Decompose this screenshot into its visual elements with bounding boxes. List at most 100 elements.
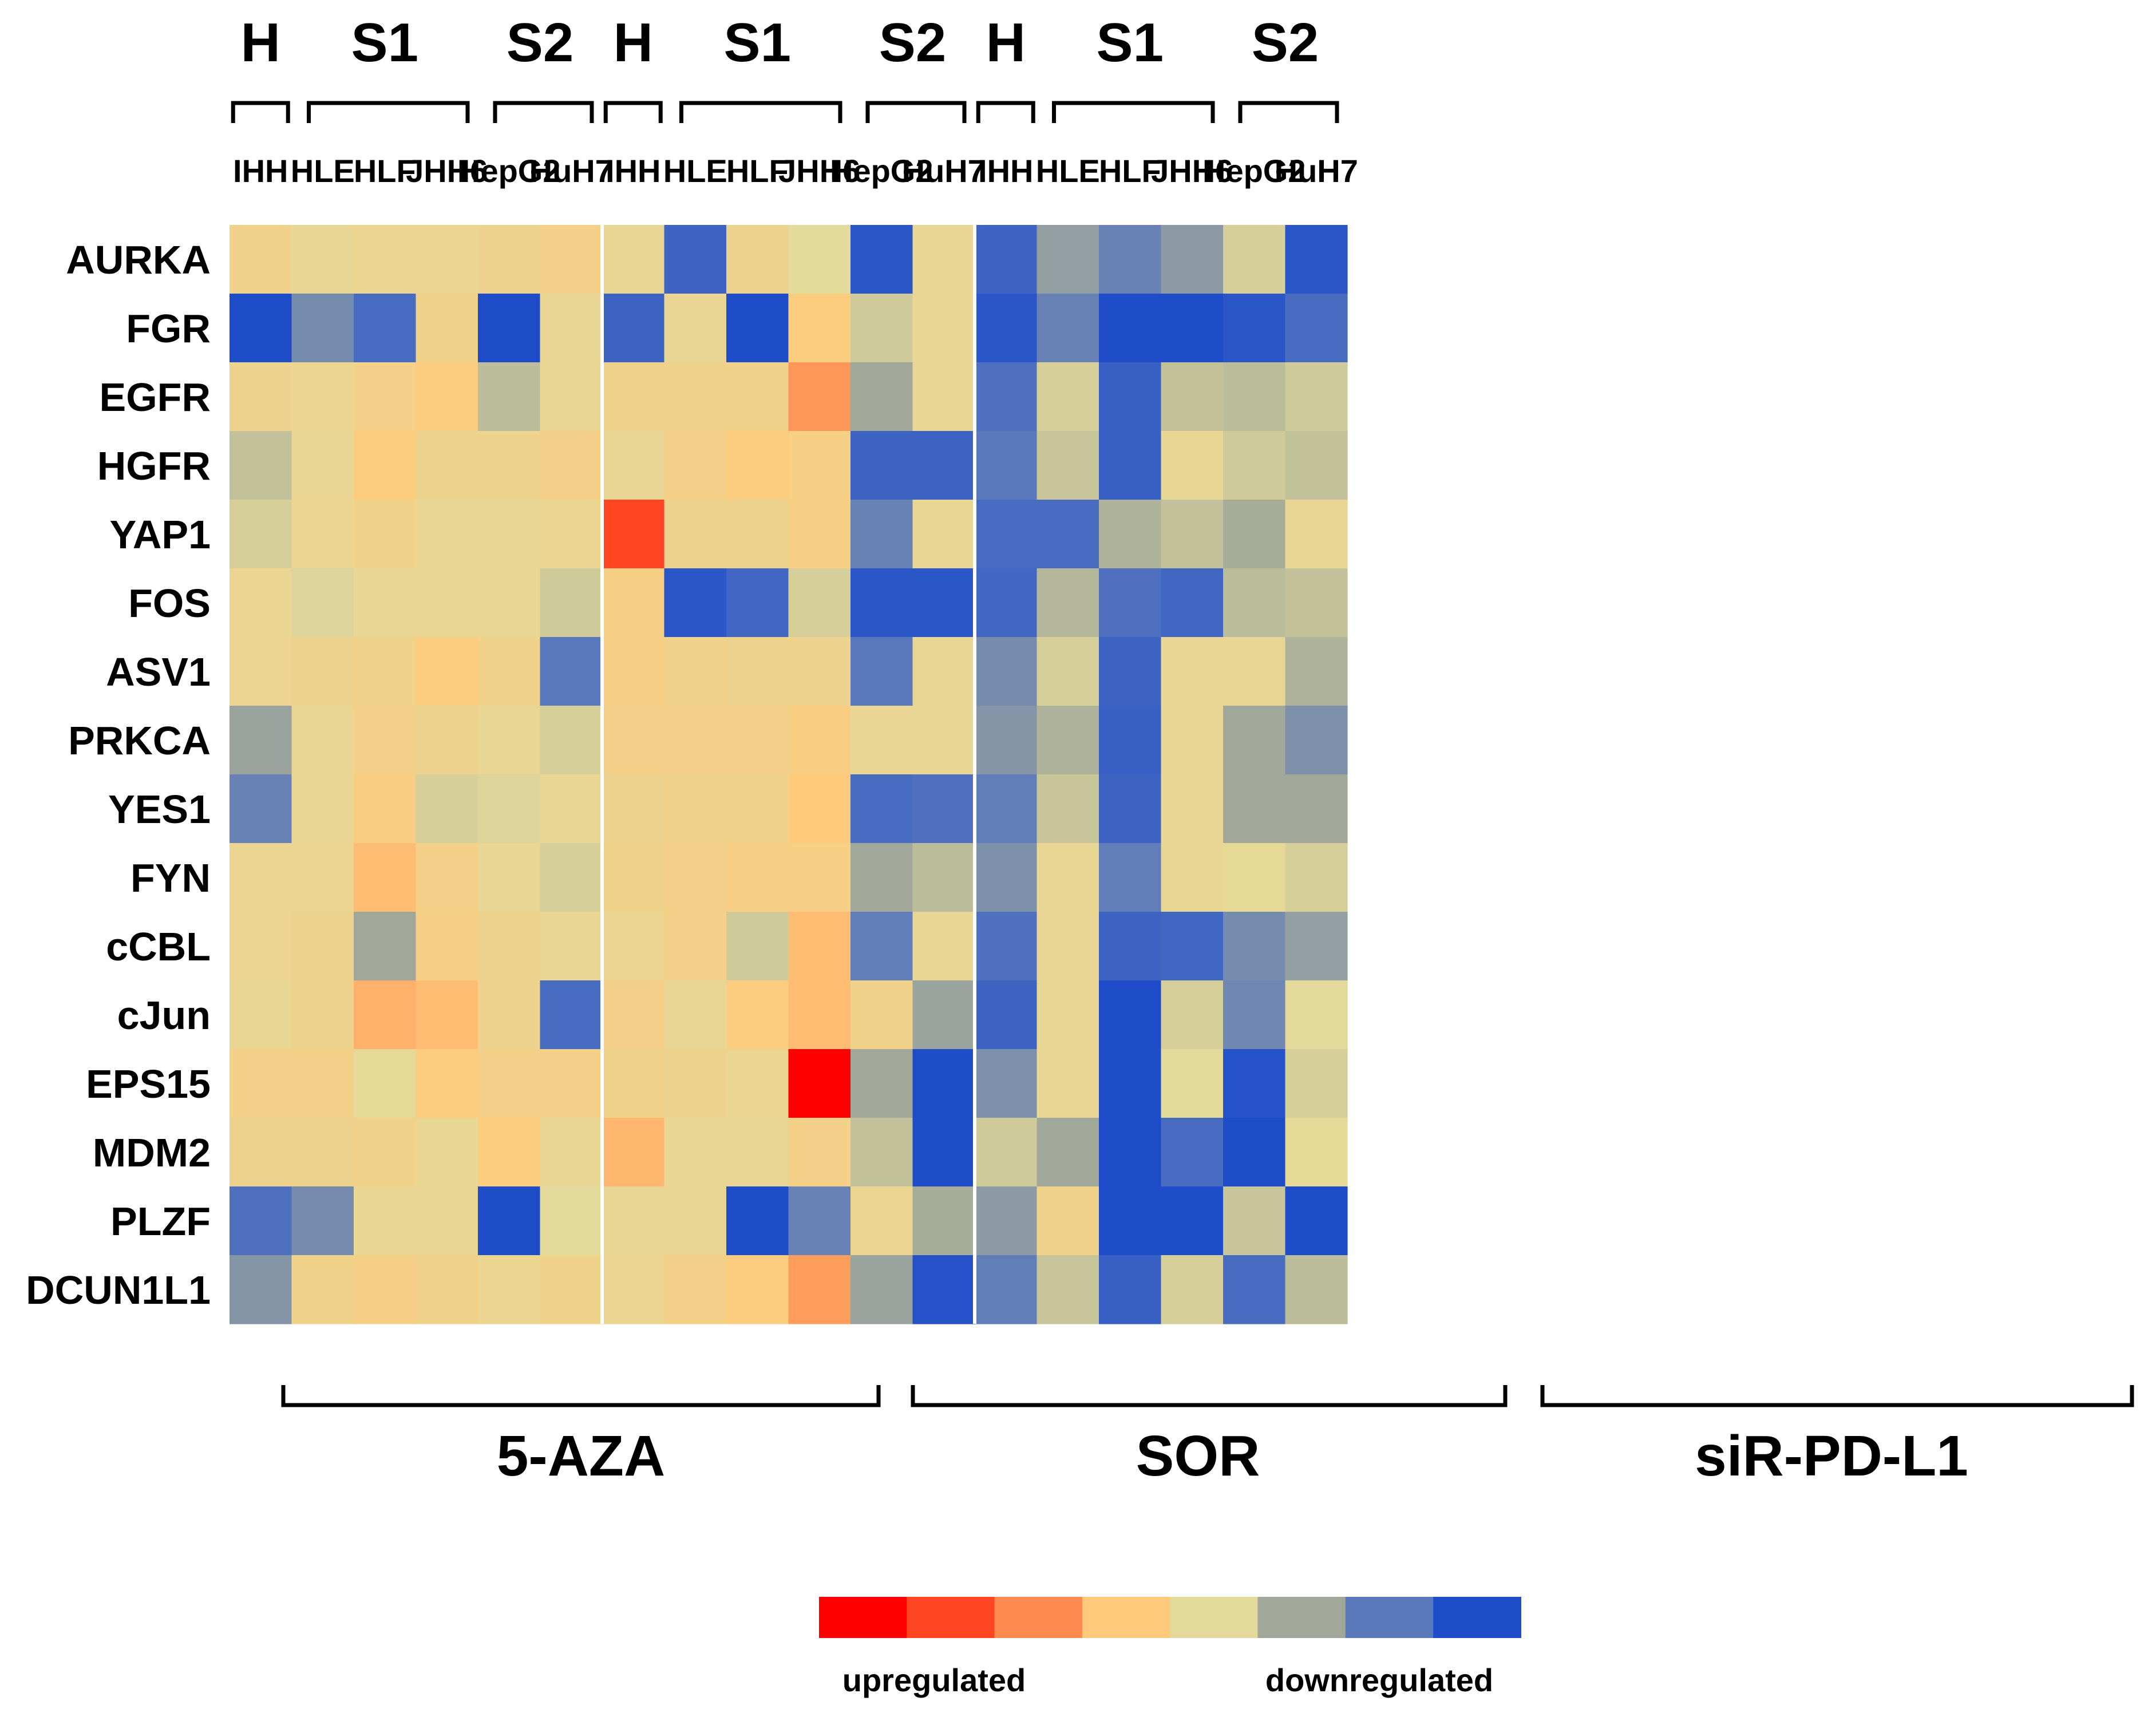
heatmap-cell-egfr-sor-hepg2 bbox=[850, 362, 913, 432]
heatmap-cell-plzf-5-aza-hle bbox=[291, 1186, 354, 1256]
heatmap-cell-yes1-sir-pd-l1-hle bbox=[1037, 774, 1099, 844]
heatmap-cell-prkca-5-aza-hlf bbox=[354, 706, 417, 775]
heatmap-cell-hgfr-sor-ihh bbox=[602, 431, 665, 500]
heatmap-cell-prkca-5-aza-hle bbox=[291, 706, 354, 775]
group-label-h-sor: H bbox=[614, 12, 653, 73]
gene-labels: AURKA FGR EGFR HGFR YAP1 FOS ASV1 PRKCA YES1 FYN c… bbox=[26, 238, 211, 1312]
treatment-bracket-5-aza bbox=[281, 1385, 881, 1407]
heatmap-cell-yes1-sir-pd-l1-ihh bbox=[975, 774, 1038, 844]
heatmap-cell-fgr-5-aza-ihh bbox=[230, 294, 292, 363]
heatmap-cell-fyn-sor-hepg2 bbox=[850, 843, 913, 912]
heatmap-cell-egfr-sor-hle bbox=[664, 362, 727, 432]
legend-swatch-4 bbox=[1170, 1597, 1259, 1638]
heatmap-cell-aurka-sir-pd-l1-hle bbox=[1037, 225, 1099, 294]
legend-swatch-7 bbox=[1433, 1597, 1521, 1638]
heatmap-cell-yap1-sir-pd-l1-hepg2 bbox=[1223, 500, 1286, 569]
heatmap-cell-hgfr-sor-jhh6 bbox=[788, 431, 851, 500]
gene-label-prkca: PRKCA bbox=[68, 718, 211, 763]
heatmap-cell-ccbl-sir-pd-l1-ihh bbox=[975, 912, 1038, 981]
heatmap-cell-mdm2-sor-jhh6 bbox=[788, 1118, 851, 1187]
heatmap-cells bbox=[230, 225, 1348, 1324]
heatmap-cell-fgr-sor-huh7 bbox=[912, 294, 975, 363]
heatmap-cell-ccbl-sir-pd-l1-hlf bbox=[1099, 912, 1162, 981]
heatmap-cell-yes1-sor-ihh bbox=[602, 774, 665, 844]
heatmap-cell-eps15-sir-pd-l1-jhh6 bbox=[1161, 1049, 1224, 1118]
heatmap-cell-yes1-sor-hepg2 bbox=[850, 774, 913, 844]
heatmap-cell-ccbl-sor-hlf bbox=[726, 912, 789, 981]
heatmap-cell-dcun1l1-sor-ihh bbox=[602, 1255, 665, 1324]
heatmap-cell-fgr-sir-pd-l1-huh7 bbox=[1285, 294, 1348, 363]
group-label-h-sir-pd-l1: H bbox=[986, 12, 1026, 73]
heatmap-cell-fos-5-aza-jhh6 bbox=[416, 568, 478, 638]
heatmap-cell-plzf-sor-hepg2 bbox=[850, 1186, 913, 1256]
heatmap-cell-eps15-sor-jhh6 bbox=[788, 1049, 851, 1118]
heatmap-cell-ccbl-sor-jhh6 bbox=[788, 912, 851, 981]
heatmap-cell-fos-sir-pd-l1-ihh bbox=[975, 568, 1038, 638]
column-label-ihh-sor: IHH bbox=[606, 153, 660, 189]
heatmap-cell-dcun1l1-5-aza-hepg2 bbox=[478, 1255, 541, 1324]
heatmap-cell-fyn-sir-pd-l1-hle bbox=[1037, 843, 1099, 912]
group-bracket-h-sor bbox=[603, 101, 663, 123]
heatmap-cell-yes1-sor-hlf bbox=[726, 774, 789, 844]
heatmap-cell-fyn-5-aza-hle bbox=[291, 843, 354, 912]
heatmap-cell-cjun-sir-pd-l1-huh7 bbox=[1285, 980, 1348, 1050]
column-label-jhh6-sor: JHH6 bbox=[778, 153, 860, 189]
column-label-hepg2-sor: HepG2 bbox=[830, 153, 933, 189]
heatmap-cell-aurka-sir-pd-l1-hlf bbox=[1099, 225, 1162, 294]
heatmap-cell-dcun1l1-sir-pd-l1-hlf bbox=[1099, 1255, 1162, 1324]
heatmap-cell-cjun-sir-pd-l1-ihh bbox=[975, 980, 1038, 1050]
heatmap-cell-cjun-5-aza-jhh6 bbox=[416, 980, 478, 1050]
treatment-labels: 5-AZA SOR siR-PD-L1 bbox=[281, 1385, 2134, 1488]
heatmap-cell-yap1-sir-pd-l1-ihh bbox=[975, 500, 1038, 569]
column-label-hepg2-sir-pd-l1: HepG2 bbox=[1202, 153, 1306, 189]
heatmap-cell-plzf-5-aza-hlf bbox=[354, 1186, 417, 1256]
heatmap-cell-yap1-5-aza-hepg2 bbox=[478, 500, 541, 569]
heatmap-cell-cjun-5-aza-hepg2 bbox=[478, 980, 541, 1050]
group-label-s1-5-aza: S1 bbox=[351, 12, 418, 73]
heatmap-cell-prkca-sor-jhh6 bbox=[788, 706, 851, 775]
heatmap-cell-mdm2-sor-ihh bbox=[602, 1118, 665, 1187]
heatmap-cell-yap1-sir-pd-l1-huh7 bbox=[1285, 500, 1348, 569]
gene-label-yes1: YES1 bbox=[108, 787, 211, 832]
heatmap-cell-plzf-sir-pd-l1-huh7 bbox=[1285, 1186, 1348, 1256]
heatmap-cell-hgfr-sir-pd-l1-hle bbox=[1037, 431, 1099, 500]
heatmap-cell-cjun-sor-ihh bbox=[602, 980, 665, 1050]
column-label-huh7-sir-pd-l1: HuH7 bbox=[1275, 153, 1358, 189]
heatmap-cell-mdm2-sir-pd-l1-jhh6 bbox=[1161, 1118, 1224, 1187]
legend-swatch-1 bbox=[907, 1597, 995, 1638]
heatmap-cell-dcun1l1-sir-pd-l1-jhh6 bbox=[1161, 1255, 1224, 1324]
column-label-ihh-sir-pd-l1: IHH bbox=[978, 153, 1033, 189]
heatmap-cell-ccbl-5-aza-hle bbox=[291, 912, 354, 981]
heatmap-cell-ccbl-5-aza-huh7 bbox=[540, 912, 603, 981]
heatmap-cell-ccbl-5-aza-hepg2 bbox=[478, 912, 541, 981]
heatmap-cell-dcun1l1-sir-pd-l1-ihh bbox=[975, 1255, 1038, 1324]
column-label-jhh6-5-aza: JHH6 bbox=[406, 153, 488, 189]
heatmap-cell-mdm2-sir-pd-l1-hepg2 bbox=[1223, 1118, 1286, 1187]
heatmap-cell-fgr-5-aza-hepg2 bbox=[478, 294, 541, 363]
group-label-s1-sor: S1 bbox=[724, 12, 791, 73]
heatmap-cell-cjun-5-aza-hle bbox=[291, 980, 354, 1050]
heatmap-cell-fyn-sir-pd-l1-huh7 bbox=[1285, 843, 1348, 912]
heatmap-cell-fgr-5-aza-jhh6 bbox=[416, 294, 478, 363]
group-label-s1-sir-pd-l1: S1 bbox=[1097, 12, 1164, 73]
heatmap-cell-egfr-sir-pd-l1-hle bbox=[1037, 362, 1099, 432]
heatmap-cell-dcun1l1-sor-hepg2 bbox=[850, 1255, 913, 1324]
heatmap-cell-aurka-5-aza-hle bbox=[291, 225, 354, 294]
column-label-hle-sor: HLE bbox=[663, 153, 727, 189]
heatmap-cell-ccbl-sor-ihh bbox=[602, 912, 665, 981]
treatment-separator bbox=[600, 225, 604, 1324]
heatmap-cell-fyn-sor-jhh6 bbox=[788, 843, 851, 912]
heatmap-cell-aurka-sir-pd-l1-hepg2 bbox=[1223, 225, 1286, 294]
gene-label-asv1: ASV1 bbox=[106, 650, 211, 694]
treatment-label-5-aza: 5-AZA bbox=[497, 1424, 665, 1488]
heatmap-cell-yes1-sir-pd-l1-huh7 bbox=[1285, 774, 1348, 844]
heatmap-cell-asv1-sor-hlf bbox=[726, 637, 789, 706]
heatmap-cell-fyn-5-aza-hlf bbox=[354, 843, 417, 912]
heatmap-cell-plzf-sor-ihh bbox=[602, 1186, 665, 1256]
legend-label-upregulated: upregulated bbox=[842, 1662, 1026, 1698]
heatmap-cell-mdm2-sor-hlf bbox=[726, 1118, 789, 1187]
heatmap-cell-asv1-sir-pd-l1-jhh6 bbox=[1161, 637, 1224, 706]
heatmap-cell-prkca-sor-hepg2 bbox=[850, 706, 913, 775]
group-bracket-s2-sor bbox=[865, 101, 967, 123]
